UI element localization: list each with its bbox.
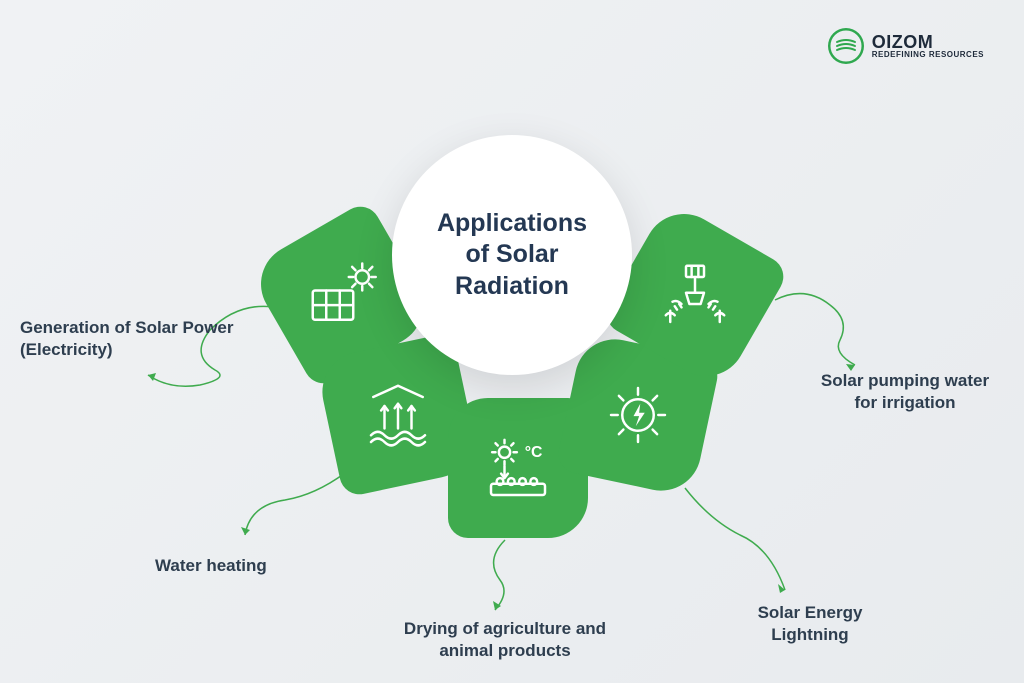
logo-tagline: REDEFINING RESOURCES [872, 51, 984, 59]
logo-name: OIZOM [872, 33, 984, 51]
svg-text:°C: °C [525, 444, 543, 461]
label-water-heating: Water heating [155, 555, 267, 577]
brand-logo: OIZOM REDEFINING RESOURCES [828, 28, 984, 64]
solar-panel-icon [306, 259, 378, 331]
label-solar-power: Generation of Solar Power (Electricity) [20, 317, 240, 361]
label-drying: Drying of agriculture and animal product… [395, 618, 615, 662]
main-title: Applications of Solar Radiation [422, 208, 602, 302]
energy-lightning-icon [602, 379, 674, 451]
label-irrigation: Solar pumping water for irrigation [810, 370, 1000, 414]
water-heating-icon [362, 379, 434, 451]
connector-5 [765, 275, 895, 385]
connector-3 [455, 535, 555, 625]
drying-icon: °C [482, 432, 554, 504]
irrigation-icon [659, 259, 731, 331]
label-energy-lightning: Solar Energy Lightning [720, 602, 900, 646]
connector-4 [670, 480, 810, 610]
center-title-circle: Applications of Solar Radiation [392, 135, 632, 375]
logo-mark-icon [828, 28, 864, 64]
